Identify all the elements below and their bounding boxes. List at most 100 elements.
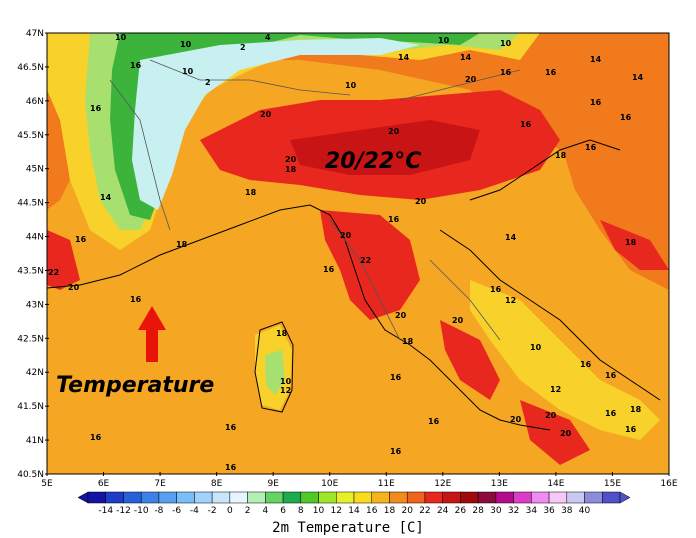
longitude-label: 11E <box>378 479 395 489</box>
colorbar-swatch <box>300 491 319 504</box>
colorbar-swatch <box>211 491 231 504</box>
colorbar-label: 30 <box>490 506 502 516</box>
longitude-label: 15E <box>604 479 621 489</box>
corsica-green <box>265 350 285 395</box>
colorbar-swatch <box>140 491 160 504</box>
contour-label: 10 <box>345 81 357 90</box>
colorbar-swatch <box>495 491 514 504</box>
contour-label: 14 <box>460 53 472 62</box>
contour-label: 18 <box>625 238 637 247</box>
latitude-label: 43.5N <box>17 266 44 276</box>
contour-label: 20 <box>340 231 352 240</box>
contour-label: 16 <box>388 215 400 224</box>
contour-label: 10 <box>280 377 292 386</box>
contour-label: 20 <box>285 155 297 164</box>
contour-label: 20 <box>452 316 464 325</box>
contour-label: 14 <box>590 55 602 64</box>
colorbar-swatch <box>87 491 106 504</box>
colorbar-swatch <box>194 491 213 504</box>
apennines-cool <box>470 280 660 440</box>
longitude-label: 13E <box>491 479 508 489</box>
contour-label: 16 <box>605 371 617 380</box>
colorbar-label: 40 <box>579 506 591 516</box>
contour-label: 16 <box>225 463 237 472</box>
contour-label: 16 <box>585 143 597 152</box>
contour-label: 16 <box>625 425 637 434</box>
colorbar-label: 12 <box>331 506 342 516</box>
contour-label: 2 <box>240 43 246 52</box>
colorbar-swatch <box>336 491 355 504</box>
south-hot <box>440 320 500 400</box>
arrow-up-icon <box>138 306 166 362</box>
colorbar-swatch <box>584 491 603 504</box>
contour-label: 16 <box>490 285 502 294</box>
colorbar-swatch <box>176 491 195 504</box>
contour-label: 20 <box>260 110 272 119</box>
colorbar-label: -10 <box>134 506 149 516</box>
contour-label: 20 <box>68 283 80 292</box>
colorbar-label: -4 <box>190 506 199 516</box>
latitude-label: 42.5N <box>17 334 44 344</box>
contour-label: 14 <box>398 53 410 62</box>
contour-label: 22 <box>48 268 59 277</box>
contour-label: 14 <box>632 73 644 82</box>
contour-label: 16 <box>90 104 102 113</box>
latitude-label: 43N <box>26 300 44 310</box>
contour-label: 2 <box>205 78 211 87</box>
latitude-label: 44N <box>26 233 44 243</box>
annotation-main: 20/22°C <box>325 149 421 174</box>
contour-label: 16 <box>90 433 102 442</box>
contour-label: 20 <box>545 411 557 420</box>
croatia-hot <box>600 220 669 270</box>
contour-label: 20 <box>560 429 572 438</box>
contour-label: 10 <box>438 36 450 45</box>
colorbar-label: -8 <box>154 506 163 516</box>
colorbar-label: 6 <box>280 506 286 516</box>
contour-label: 16 <box>390 373 402 382</box>
contour-label: 10 <box>530 343 542 352</box>
colorbar-label: 34 <box>526 506 538 516</box>
coastlines <box>47 139 661 431</box>
longitude-label: 5E <box>41 479 53 489</box>
latitude-label: 40.5N <box>17 470 44 480</box>
longitude-label: 7E <box>154 479 166 489</box>
colorbar-label: 38 <box>561 506 573 516</box>
longitude-label: 9E <box>267 479 279 489</box>
contour-label: 16 <box>580 360 592 369</box>
longitude-label: 12E <box>434 479 451 489</box>
colorbar-label: 28 <box>472 506 484 516</box>
longitude-label: 16E <box>660 479 677 489</box>
colorbar-label: 10 <box>313 506 325 516</box>
colorbar-label: 32 <box>508 506 519 516</box>
colorbar: -14 -12 -10 -8 -6 -4 -2 0 2 4 6 8 10 12 14 16 18 20 22 24 26… <box>77 491 631 516</box>
contour-label: 16 <box>605 409 617 418</box>
colorbar-swatch <box>247 491 266 504</box>
contour-label: 16 <box>520 120 532 129</box>
colorbar-right-cap <box>619 491 631 504</box>
colorbar-label: -6 <box>172 506 181 516</box>
north-land-region <box>47 33 669 210</box>
colorbar-label: 16 <box>366 506 378 516</box>
contour-label: 12 <box>280 386 291 395</box>
colorbar-swatch <box>442 491 461 504</box>
colorbar-label: 0 <box>227 506 233 516</box>
contour-label: 16 <box>428 417 440 426</box>
campania-hot <box>520 400 590 465</box>
colorbar-swatch <box>602 491 621 504</box>
colorbar-left-cap <box>77 491 89 504</box>
colorbar-label: 22 <box>419 506 430 516</box>
contour-label: 18 <box>245 188 257 197</box>
contour-label: 14 <box>100 193 112 202</box>
latitude-label: 47N <box>26 29 44 39</box>
contour-label: 10 <box>115 33 127 42</box>
contour-label: 10 <box>182 67 194 76</box>
colorbar-label: -14 <box>98 506 113 516</box>
contour-label: 18 <box>402 337 414 346</box>
contour-label: 10 <box>500 39 512 48</box>
contour-label: 20 <box>395 311 407 320</box>
latitude-label: 41N <box>26 436 44 446</box>
colorbar-label: 36 <box>543 506 555 516</box>
borders <box>109 59 521 341</box>
colorbar-swatch <box>123 491 142 504</box>
colorbar-title: 2m Temperature [C] <box>272 520 424 536</box>
